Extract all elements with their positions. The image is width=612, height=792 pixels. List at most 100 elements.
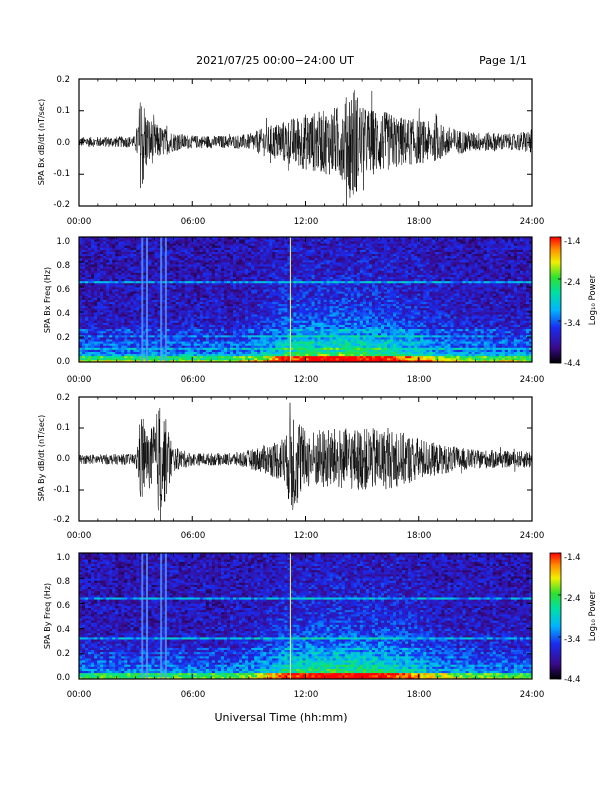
spectrogram-cell: [112, 268, 116, 271]
spectrogram-cell: [115, 328, 119, 332]
spectrogram-cell: [94, 243, 98, 246]
spectrogram-cell: [133, 320, 137, 323]
spectrogram-cell: [133, 287, 137, 290]
spectrogram-cell: [136, 326, 140, 330]
spectrogram-cell: [118, 241, 122, 244]
spectrogram-cell: [100, 337, 104, 340]
spectrogram-cell: [112, 247, 116, 250]
spectrogram-cell: [109, 349, 113, 352]
spectrogram-cell: [94, 349, 98, 352]
spectrogram-cell: [133, 305, 137, 309]
spectrogram-cell: [85, 351, 89, 355]
spectrogram-cell: [103, 322, 107, 325]
spectrogram-cell: [154, 274, 158, 277]
spectrogram-cell: [103, 295, 107, 298]
spectrogram-cell: [106, 343, 110, 346]
spectrogram-cell: [157, 345, 161, 348]
spectrogram-cell: [133, 309, 137, 313]
spectrogram-cell: [136, 337, 140, 340]
spectrogram-cell: [124, 241, 128, 244]
spectrogram-cell: [142, 243, 146, 246]
spectrogram-cell: [130, 259, 134, 263]
spectrogram-cell: [124, 239, 128, 242]
spectrogram-cell: [79, 272, 83, 275]
spectrogram-cell: [85, 339, 89, 342]
spectrogram-cell: [166, 257, 170, 261]
spectrogram-cell: [85, 324, 89, 327]
spectrogram-cell: [91, 316, 95, 319]
spectrogram-cell: [109, 318, 113, 321]
spectrogram-cell: [166, 349, 170, 352]
spectrogram-cell: [106, 320, 110, 323]
spectrogram-cell: [151, 282, 155, 286]
spectrogram-cell: [91, 359, 95, 363]
spectrogram-cell: [142, 257, 146, 261]
spectrogram-cell: [133, 255, 137, 259]
spectrogram-cell: [103, 334, 107, 338]
spectrogram-cell: [130, 239, 134, 242]
spectrogram-cell: [169, 318, 174, 321]
spectrogram-cell: [103, 268, 107, 271]
spectrogram-cell: [88, 257, 92, 261]
spectrogram-cell: [91, 330, 95, 334]
spectrogram-cell: [124, 353, 128, 357]
spectrogram-cell: [157, 268, 161, 271]
spectrogram-cell: [79, 318, 83, 321]
spectrogram-cell: [112, 332, 116, 336]
spectrogram-cell: [124, 305, 128, 309]
spectrogram-cell: [88, 359, 92, 363]
spectrogram-cell: [139, 320, 143, 323]
spectrogram-cell: [109, 239, 113, 242]
spectrogram-cell: [94, 316, 98, 319]
spectrogram-cell: [97, 299, 101, 302]
spectrogram-cell: [151, 243, 155, 246]
spectrogram-cell: [109, 266, 113, 269]
y-tick-label: 0.8: [56, 577, 70, 587]
spectrogram-cell: [121, 247, 125, 250]
spectrogram-cell: [82, 351, 86, 355]
spectrogram-cell: [106, 237, 110, 240]
spectrogram-cell: [121, 312, 125, 315]
spectrogram-cell: [148, 268, 152, 271]
spectrogram-cell: [100, 282, 104, 286]
spectrogram-cell: [118, 237, 122, 240]
spectrogram-cell: [91, 320, 95, 323]
spectrogram-cell: [130, 359, 134, 363]
spectrogram-cell: [139, 349, 143, 352]
spectrogram-cell: [97, 251, 101, 255]
spectrogram-cell: [82, 284, 86, 288]
spectrogram-cell: [91, 305, 95, 309]
spectrogram-cell: [115, 272, 119, 275]
spectrogram-cell: [88, 247, 92, 250]
spectrogram-cell: [169, 245, 174, 248]
spectrogram-cell: [79, 293, 83, 296]
spectrogram-cell: [136, 291, 140, 294]
spectrogram-cell: [121, 324, 125, 327]
spectrogram-cell: [154, 255, 158, 259]
spectrogram-cell: [115, 274, 119, 277]
spectrogram-cell: [97, 339, 101, 342]
spectrogram-cell: [136, 239, 140, 242]
spectrogram-cell: [130, 334, 134, 338]
spectrogram-cell: [97, 266, 101, 269]
spectrogram-cell: [112, 264, 116, 267]
spectrogram-cell: [94, 245, 98, 248]
x-tick-label: 24:00: [520, 217, 545, 227]
spectrogram-cell: [124, 341, 128, 344]
spectrogram-cell: [157, 241, 161, 244]
spectrogram-cell: [136, 359, 140, 363]
spectrogram-cell: [127, 339, 131, 342]
spectrogram-cell: [172, 339, 177, 342]
spectrogram-cell: [100, 259, 104, 263]
spectrogram-cell: [148, 347, 152, 350]
spectrogram-cell: [127, 243, 131, 246]
spectrogram-cell: [166, 245, 170, 248]
spectrogram-cell: [97, 262, 101, 265]
spectrogram-cell: [103, 314, 107, 317]
spectrogram-cell: [148, 276, 152, 280]
spectrogram-cell: [118, 259, 122, 263]
spectrogram-cell: [160, 341, 164, 344]
spectrogram-cell: [100, 303, 104, 307]
spectrogram-cell: [139, 245, 143, 248]
spectrogram-cell: [148, 295, 152, 298]
